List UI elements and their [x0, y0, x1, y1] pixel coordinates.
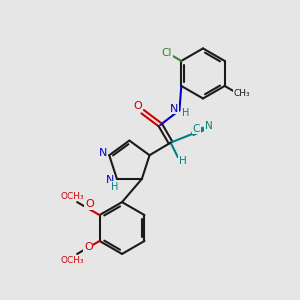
Text: CH₃: CH₃ — [233, 89, 250, 98]
Text: H: H — [182, 108, 190, 118]
Text: N: N — [99, 148, 107, 158]
Text: OCH₃: OCH₃ — [61, 192, 85, 201]
Text: C: C — [193, 124, 200, 134]
Text: O: O — [84, 242, 93, 252]
Text: H: H — [178, 156, 186, 166]
Text: N: N — [170, 104, 178, 114]
Text: H: H — [111, 182, 118, 192]
Text: N: N — [205, 122, 213, 131]
Text: O: O — [85, 199, 94, 209]
Text: OCH₃: OCH₃ — [61, 256, 85, 265]
Text: N: N — [106, 176, 115, 185]
Text: O: O — [134, 101, 142, 111]
Text: Cl: Cl — [162, 47, 172, 58]
